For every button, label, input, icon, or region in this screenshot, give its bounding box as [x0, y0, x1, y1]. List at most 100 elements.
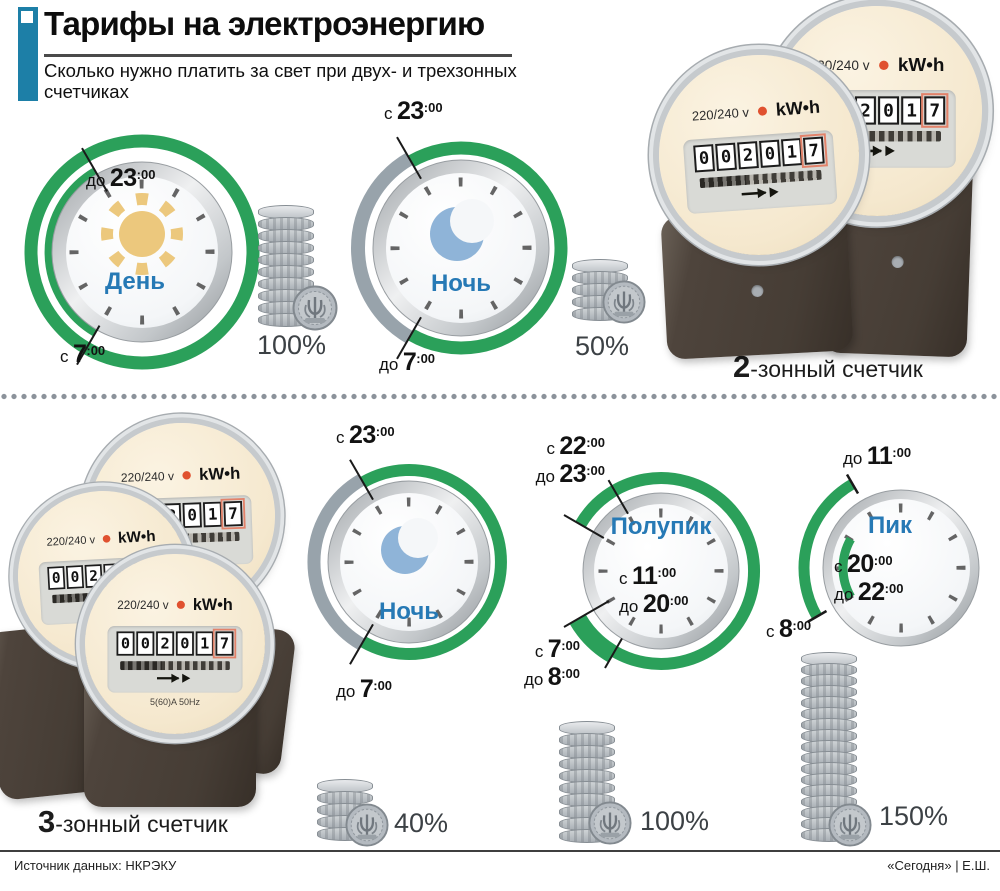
- peak-clock-graphic: [798, 473, 980, 647]
- half-peak-day-times: с 11:00 до 20:00: [619, 564, 688, 620]
- half-peak-morning-start: с 7:00: [534, 635, 580, 663]
- peak-evening-end: до 22:00: [834, 578, 904, 606]
- header-accent-bar: [18, 7, 38, 101]
- coin-stack-peak: [799, 652, 872, 847]
- day-end-time: до 23:00: [86, 164, 156, 192]
- meter-red-dot: [176, 600, 185, 609]
- half-peak-zone-name: Полупик: [610, 513, 712, 540]
- counter-digit: 0: [182, 502, 202, 529]
- day-ring-overlap-arc: [44, 167, 98, 337]
- night3-end-time: до 7:00: [336, 675, 393, 703]
- counter-digit: 1: [780, 138, 803, 167]
- peak-clock: [791, 458, 1000, 678]
- moon-cutout: [450, 199, 494, 243]
- counter-digit: 2: [737, 141, 759, 170]
- night2-rate: 50%: [575, 331, 630, 361]
- marker-8: [806, 609, 828, 624]
- marker-7: [76, 325, 101, 366]
- clock-ticks: [598, 508, 724, 634]
- marker-8: [604, 638, 623, 669]
- meter-red-dot: [182, 471, 191, 480]
- title-rule: [44, 54, 512, 57]
- sun-icon: [119, 211, 165, 257]
- page-title: Тарифы на электроэнергию: [44, 5, 485, 42]
- page-subtitle: Сколько нужно платить за свет при двух- …: [44, 60, 517, 102]
- marker-7: [396, 316, 422, 360]
- counter-digits: 0 0 2 0 1 7: [683, 133, 835, 173]
- counter-stripe-bar: [812, 130, 942, 142]
- counter-digit: 0: [715, 142, 737, 171]
- rotation-arrow-icon: [741, 187, 779, 199]
- counter-digit: 0: [759, 139, 781, 168]
- counter-digit: 0: [47, 566, 66, 590]
- clock-ticks: [390, 177, 532, 319]
- marker-23: [81, 147, 108, 192]
- half-peak-evening-end: до 23:00: [535, 460, 605, 488]
- meter-face-2zone-front: 220/240 v kW•h 0 0 2 0 1 7: [652, 48, 866, 262]
- counter-digit: 2: [84, 564, 103, 588]
- counter-digit-highlighted: 7: [220, 498, 246, 530]
- peak-evening-times: с 20:00 до 22:00: [834, 552, 903, 608]
- meter-topline: 220/240 v kW•h: [16, 526, 187, 553]
- counter-digit: 0: [136, 631, 155, 656]
- night2-start-time: с 23:00: [384, 97, 443, 125]
- clock-face: [594, 504, 728, 638]
- night-green-arc: [407, 141, 568, 355]
- header-accent-square: [21, 11, 33, 23]
- offzone-gray-arc: [351, 152, 414, 344]
- coin-stack-half-peak: [557, 721, 632, 845]
- marker-22: [563, 514, 605, 539]
- meter-unit: kW•h: [117, 527, 156, 547]
- two-zone-caption: 2-зонный счетчик: [733, 349, 923, 384]
- meter-unit: kW•h: [897, 54, 945, 76]
- counter-stripe-bar: [699, 169, 822, 189]
- counter-digits: 0 0 2 0 1 7: [108, 628, 243, 659]
- hryvnia-coin-icon: [828, 803, 872, 847]
- rotation-arrow-icon: [156, 673, 191, 683]
- coin-stack-night2: [570, 259, 646, 324]
- half-peak-clock: [551, 461, 771, 681]
- counter-digit: 2: [156, 631, 175, 656]
- meter-counter: 0 0 2 0 1 7: [682, 129, 838, 215]
- meter-voltage: 220/240 v: [691, 104, 750, 124]
- night-green-arc: [360, 464, 507, 660]
- half-peak-evening-start: с 22:00: [546, 432, 605, 460]
- half-peak-morning-end: до 8:00: [523, 663, 580, 691]
- day-zone-name: День: [105, 268, 165, 295]
- night3-start-time: с 23:00: [336, 421, 395, 449]
- marker-23: [607, 479, 629, 515]
- rotation-arrow-icon: [856, 145, 895, 157]
- counter-digit: 1: [195, 631, 214, 656]
- counter-digit: 0: [116, 631, 135, 656]
- clock-ticks: [344, 497, 474, 627]
- counter-digit-highlighted: 7: [212, 628, 237, 659]
- peak-zone-name: Пик: [867, 512, 912, 539]
- counter-digit: 0: [878, 96, 900, 125]
- marker-20: [563, 600, 610, 628]
- meter-red-dot: [879, 60, 889, 71]
- sun-rays-icon: [101, 193, 183, 275]
- counter-digit: 1: [202, 501, 223, 528]
- peak-morning-end-time: до 11:00: [843, 442, 912, 470]
- half-peak-day-start: с 11:00: [619, 562, 677, 590]
- counter-digit: 1: [901, 96, 923, 125]
- half-peak-clock-graphic: [563, 472, 760, 670]
- meter-counter: 0 0 2 0 1 7: [107, 626, 243, 693]
- meter-red-dot: [102, 534, 111, 543]
- marker-11: [845, 473, 860, 495]
- meter-unit: kW•h: [192, 595, 233, 614]
- meter-topline: 220/240 v kW•h: [87, 463, 274, 489]
- coin-pile: [799, 652, 859, 842]
- night3-zone-name: Ночь: [378, 598, 440, 625]
- counter-digit: 0: [175, 631, 194, 656]
- counter-digit-highlighted: 7: [799, 133, 829, 168]
- meter-unit: kW•h: [198, 463, 241, 484]
- coin-pile: [256, 205, 316, 327]
- meter-spec: 5(60)A 50Hz: [149, 698, 201, 708]
- peak-morning-start-time: с 8:00: [766, 615, 812, 643]
- meter-voltage: 220/240 v: [117, 598, 169, 612]
- credit: «Сегодня» | Е.Ш.: [887, 858, 990, 873]
- peak-evening-arc: [838, 536, 855, 600]
- counter-digit: 0: [693, 144, 716, 173]
- section-divider: [0, 392, 1000, 401]
